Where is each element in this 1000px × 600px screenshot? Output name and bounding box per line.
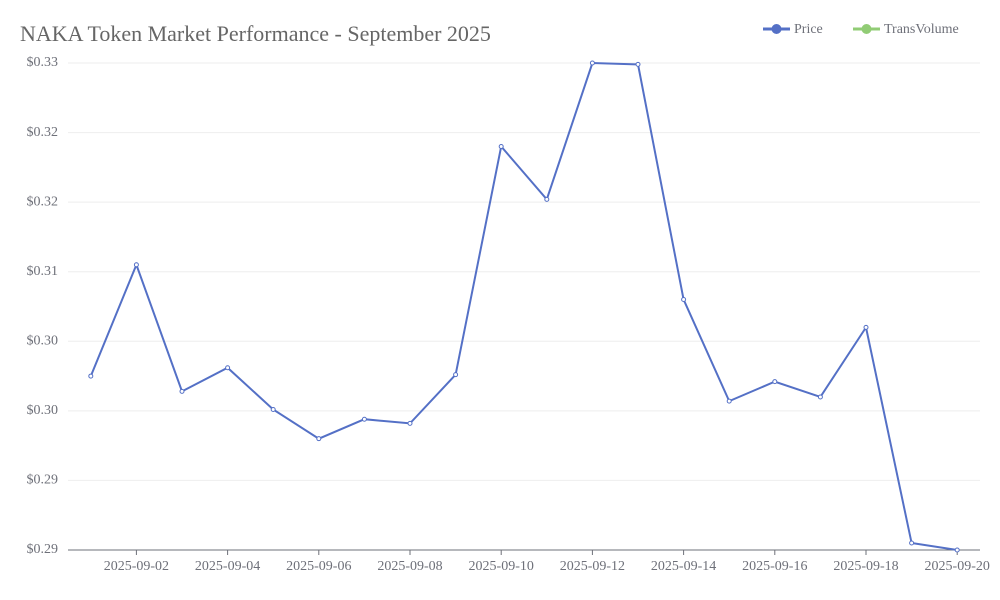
point bbox=[407, 420, 413, 426]
y-tick-label: $0.33 bbox=[27, 55, 59, 70]
line bbox=[89, 61, 958, 551]
y-tick-label: $0.30 bbox=[27, 334, 59, 349]
point bbox=[635, 61, 641, 67]
y-tick-label: $0.29 bbox=[27, 473, 59, 488]
y-tick-label: $0.30 bbox=[27, 403, 59, 418]
x-tick-label: 2025-09-12 bbox=[560, 559, 625, 574]
x-tick-label: 2025-09-16 bbox=[742, 559, 807, 574]
point bbox=[361, 416, 367, 422]
point bbox=[909, 540, 915, 546]
x-tick-label: 2025-09-06 bbox=[286, 559, 351, 574]
legend-label[interactable]: Price bbox=[794, 22, 823, 37]
point bbox=[453, 372, 459, 378]
y-tick-label: $0.32 bbox=[27, 125, 59, 140]
x-tick-label: 2025-09-18 bbox=[833, 559, 898, 574]
point bbox=[179, 388, 185, 394]
y-tick-label: $0.29 bbox=[27, 542, 59, 557]
chart-title: NAKA Token Market Performance - Septembe… bbox=[20, 21, 491, 46]
x-tick-label: 2025-09-20 bbox=[925, 559, 990, 574]
point bbox=[225, 365, 231, 371]
point bbox=[681, 297, 687, 303]
x-tick-label: 2025-09-14 bbox=[651, 559, 716, 574]
y-tick-label: $0.32 bbox=[27, 194, 59, 209]
point bbox=[88, 373, 94, 379]
point bbox=[589, 60, 595, 66]
legend-marker bbox=[771, 24, 782, 34]
point bbox=[954, 547, 960, 553]
x-tick-label: 2025-09-10 bbox=[469, 559, 534, 574]
point bbox=[133, 262, 139, 268]
legend-label[interactable]: TransVolume bbox=[884, 22, 959, 37]
x-tick-label: 2025-09-02 bbox=[104, 559, 169, 574]
point bbox=[772, 379, 778, 385]
x-tick-label: 2025-09-08 bbox=[377, 559, 442, 574]
legend-marker bbox=[861, 24, 872, 34]
point bbox=[726, 398, 732, 404]
point bbox=[270, 406, 276, 412]
point bbox=[817, 394, 823, 400]
point bbox=[863, 324, 869, 330]
point bbox=[544, 196, 550, 202]
y-tick-label: $0.31 bbox=[27, 264, 59, 279]
x-tick-label: 2025-09-04 bbox=[195, 559, 260, 574]
point bbox=[498, 143, 504, 149]
point bbox=[316, 436, 322, 442]
